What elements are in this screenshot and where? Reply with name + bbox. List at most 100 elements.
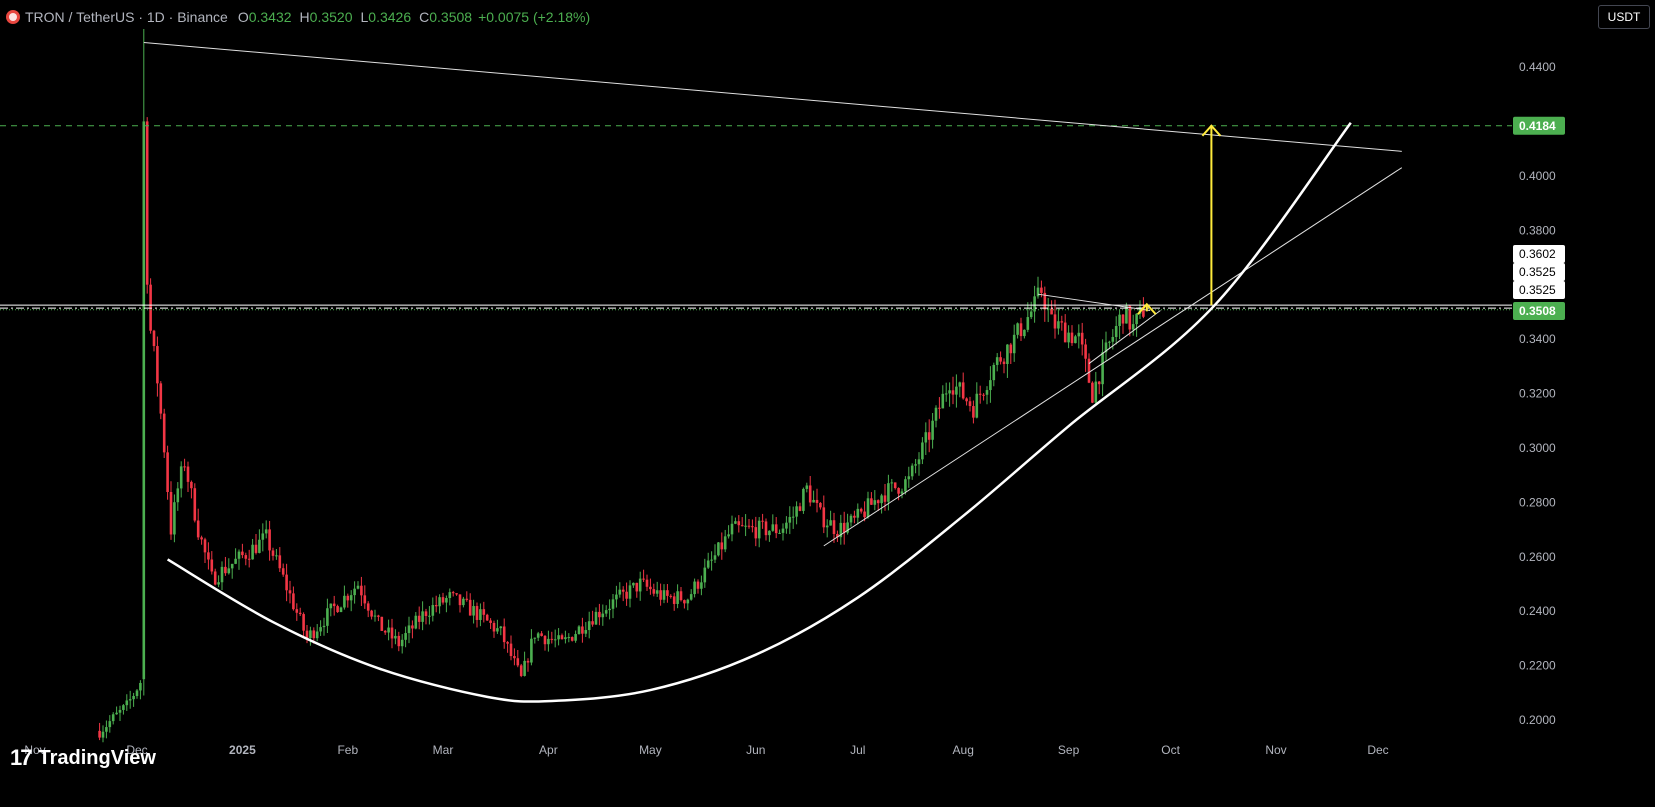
tradingview-logo-icon: 17 xyxy=(10,745,33,770)
candle-body xyxy=(924,432,928,443)
candle-body xyxy=(1050,308,1053,315)
candle-body xyxy=(1036,287,1040,297)
candle-body xyxy=(387,627,390,633)
candle-body xyxy=(111,714,115,722)
candle-body xyxy=(870,498,873,505)
candle-body xyxy=(839,522,843,538)
rounding-bottom-arc[interactable] xyxy=(166,122,1352,703)
candle-body xyxy=(666,590,669,596)
candle-body xyxy=(326,608,329,626)
candle-body xyxy=(856,508,860,518)
candle-body xyxy=(346,595,350,601)
candle-body xyxy=(621,589,625,592)
candle-body xyxy=(948,390,951,394)
trend-line[interactable] xyxy=(823,167,1403,547)
candle-body xyxy=(482,609,486,615)
symbol-title[interactable]: TRON / TetherUS · 1D · Binance xyxy=(25,9,228,25)
candle-body xyxy=(785,522,788,529)
candle-body xyxy=(332,603,336,607)
candle-body xyxy=(591,621,594,625)
candle-body xyxy=(213,571,217,585)
candle-body xyxy=(1077,332,1081,337)
candle-body xyxy=(655,590,659,594)
candle-body xyxy=(938,407,941,409)
candle-body xyxy=(560,635,564,640)
candle-body xyxy=(873,500,877,505)
candlestick-series xyxy=(98,29,1145,743)
candle-body xyxy=(513,656,516,659)
candle-body xyxy=(366,603,370,611)
candle-body xyxy=(689,594,693,600)
candle-body xyxy=(1053,314,1057,329)
candle-body xyxy=(322,625,326,628)
candle-body xyxy=(917,459,921,465)
price-tag-label: 0.3602 xyxy=(1519,247,1556,261)
candle-body xyxy=(244,555,248,559)
candle-body xyxy=(921,442,924,460)
price-tag-label: 0.3508 xyxy=(1519,304,1556,318)
candle-body xyxy=(319,627,322,632)
candle-body xyxy=(169,492,173,535)
candle-body xyxy=(339,607,343,613)
candle-body xyxy=(499,626,503,629)
candle-body xyxy=(672,596,676,604)
candle-body xyxy=(179,466,183,489)
candle-body xyxy=(261,533,265,540)
price-tag xyxy=(1513,116,1565,135)
candle-body xyxy=(1043,292,1047,310)
candle-body xyxy=(1101,352,1104,385)
candle-body xyxy=(298,612,302,615)
candle-body xyxy=(1026,317,1030,330)
candle-body xyxy=(125,700,129,706)
candle-body xyxy=(791,516,795,518)
candle-body xyxy=(458,594,462,606)
candle-body xyxy=(652,589,656,594)
arrow-head-icon xyxy=(1137,302,1157,315)
candle-body xyxy=(914,464,917,466)
candle-body xyxy=(703,567,707,583)
time-tick-label: Nov xyxy=(24,743,45,757)
candle-body xyxy=(479,609,482,620)
candle-body xyxy=(836,533,839,538)
currency-button[interactable]: USDT xyxy=(1598,5,1650,29)
price-axis: 0.44000.40000.38000.36000.34000.32000.30… xyxy=(1513,60,1565,727)
candle-body xyxy=(774,524,778,534)
candle-body xyxy=(781,528,785,533)
candle-body xyxy=(764,521,768,536)
candle-body xyxy=(1009,344,1013,354)
candle-body xyxy=(730,523,734,535)
candle-body xyxy=(159,383,163,414)
candle-body xyxy=(329,603,333,609)
candle-body xyxy=(203,539,207,553)
candle-body xyxy=(496,628,499,632)
candle-body xyxy=(570,637,574,641)
candle-body xyxy=(356,585,360,589)
arrow-head-icon xyxy=(1201,124,1222,137)
candle-body xyxy=(625,591,628,599)
candle-body xyxy=(135,690,139,696)
candle-body xyxy=(982,394,985,396)
candle-body xyxy=(516,658,520,666)
candle-body xyxy=(761,520,764,522)
candle-body xyxy=(1023,329,1026,337)
candle-body xyxy=(717,542,720,556)
candle-body xyxy=(485,614,489,621)
candle-body xyxy=(547,638,550,645)
candle-body xyxy=(543,635,547,645)
candle-body xyxy=(190,481,193,489)
candle-body xyxy=(883,495,887,502)
trend-line[interactable] xyxy=(1037,293,1151,312)
candle-body xyxy=(771,524,775,531)
candle-body xyxy=(553,639,557,641)
candle-body xyxy=(768,530,771,536)
candle-body xyxy=(445,598,448,603)
price-tick-label: 0.2600 xyxy=(1519,550,1556,564)
trend-line[interactable] xyxy=(1088,310,1161,364)
candle-body xyxy=(1084,344,1087,359)
candle-body xyxy=(907,476,911,480)
price-tick-label: 0.4000 xyxy=(1519,169,1556,183)
trend-line[interactable] xyxy=(143,42,1402,152)
candle-body xyxy=(101,731,105,738)
candle-body xyxy=(441,597,445,603)
